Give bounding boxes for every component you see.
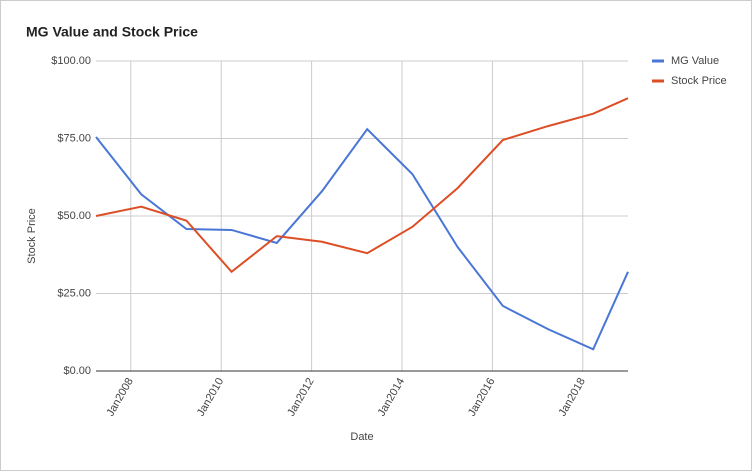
legend-label: MG Value bbox=[671, 55, 719, 67]
y-tick-label: $100.00 bbox=[51, 55, 91, 67]
legend-label: Stock Price bbox=[671, 75, 727, 87]
x-axis-label: Date bbox=[350, 431, 373, 443]
y-tick-label: $0.00 bbox=[63, 365, 91, 377]
chart-title: MG Value and Stock Price bbox=[26, 24, 198, 40]
y-tick-label: $25.00 bbox=[57, 287, 91, 299]
y-tick-label: $75.00 bbox=[57, 132, 91, 144]
y-axis-label: Stock Price bbox=[26, 208, 38, 264]
y-tick-label: $50.00 bbox=[57, 210, 91, 222]
data-line bbox=[95, 127, 629, 351]
data-line bbox=[95, 97, 629, 274]
